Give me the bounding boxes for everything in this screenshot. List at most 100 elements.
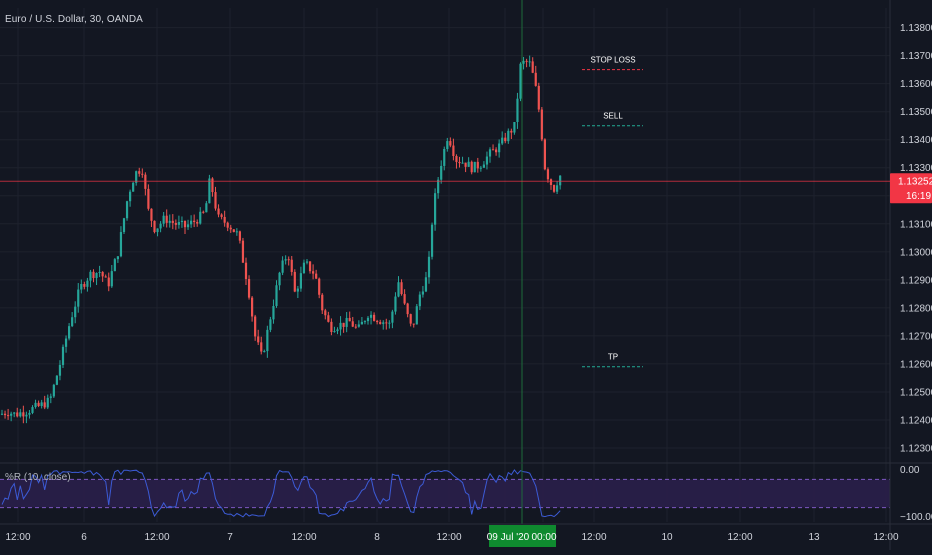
candle-body: [205, 203, 208, 213]
candle-body: [40, 402, 43, 407]
candle-body: [55, 375, 58, 385]
candle-body: [452, 145, 455, 157]
candle-body: [98, 271, 101, 273]
price-tick-label: 1.12300: [900, 443, 932, 454]
candle-body: [330, 321, 333, 332]
crosshair: 09 Jul '20 00:00: [487, 0, 557, 547]
time-tick-label: 6: [81, 532, 87, 543]
candle-body: [80, 283, 83, 290]
symbol-title[interactable]: Euro / U.S. Dollar, 30, OANDA: [5, 14, 143, 25]
candle-body: [321, 294, 324, 311]
candle-body: [415, 306, 418, 325]
candle-body: [510, 130, 513, 133]
candle-body: [513, 122, 516, 133]
candle-body: [269, 319, 272, 330]
candle-body: [427, 256, 431, 278]
candle-body: [342, 322, 345, 327]
candle-body: [199, 211, 202, 224]
price-tick-label: 1.12900: [900, 275, 932, 286]
candle-body: [296, 288, 299, 292]
candle-body: [226, 222, 229, 228]
candle-body: [16, 412, 19, 417]
candle-body: [278, 272, 281, 286]
candle-body: [369, 314, 373, 318]
candle-body: [46, 397, 49, 408]
candle-body: [299, 273, 302, 289]
price-tick-label: 1.13100: [900, 219, 932, 230]
candle-body: [235, 231, 238, 233]
candle-body: [116, 256, 119, 260]
candle-body: [168, 220, 171, 223]
crosshair-date-label: 09 Jul '20: [487, 532, 530, 543]
candle-body: [95, 272, 98, 279]
candle-body: [360, 321, 363, 325]
candle-body: [476, 161, 479, 169]
candle-body: [22, 412, 25, 417]
candle-body: [3, 413, 7, 416]
candle-body: [495, 149, 498, 153]
candle-body: [388, 322, 391, 324]
candle-body: [144, 174, 147, 189]
candle-body: [220, 214, 223, 217]
candle-body: [193, 220, 196, 223]
candle-body: [174, 222, 177, 225]
candle-body: [266, 329, 269, 352]
candle-body: [473, 161, 476, 173]
candle-body: [461, 162, 464, 164]
candle-body: [379, 322, 382, 324]
candle-body: [409, 314, 412, 324]
candle-body: [58, 364, 62, 376]
candle-body: [373, 314, 376, 321]
candle-body: [74, 306, 77, 318]
annotation-label: SELL: [603, 112, 623, 121]
candle-body: [89, 271, 92, 281]
trade-annotations[interactable]: STOP LOSS SELL TP: [582, 56, 643, 368]
candle-body: [25, 414, 28, 417]
candle-body: [125, 201, 129, 219]
candle-body: [348, 317, 351, 322]
candle-body: [232, 229, 235, 232]
wr-tick-label: −100.00: [900, 512, 932, 523]
candle-body: [153, 220, 156, 233]
candle-body: [281, 260, 284, 273]
candle-body: [302, 262, 306, 274]
candle-body: [251, 297, 254, 317]
candle-body: [308, 261, 312, 272]
annotation-label: TP: [608, 353, 618, 362]
candle-body: [391, 311, 394, 323]
candle-body: [339, 322, 342, 330]
price-tick-label: 1.13600: [900, 79, 932, 90]
candle-body: [522, 60, 525, 64]
wr-tick-label: 0.00: [900, 465, 920, 476]
candle-body: [244, 262, 248, 280]
time-tick-label: 12:00: [291, 532, 316, 543]
price-tick-label: 1.13800: [900, 23, 932, 34]
candle-body: [129, 191, 132, 202]
candle-body: [488, 149, 492, 157]
candle-body: [177, 222, 180, 225]
candle-body: [412, 323, 415, 325]
candle-body: [13, 412, 16, 414]
candle-body: [83, 283, 86, 287]
candle-body: [366, 317, 370, 322]
crosshair-time-box: [489, 525, 556, 547]
candle-body: [104, 276, 107, 278]
candle-body: [257, 336, 260, 343]
candle-body: [241, 240, 245, 263]
crosshair-time-label: 00:00: [531, 532, 556, 543]
grid: [0, 8, 890, 522]
candle-body: [217, 208, 220, 215]
candle-body: [37, 402, 40, 407]
candle-body: [507, 130, 510, 142]
candle-body: [150, 208, 153, 221]
wr-band-fill: [0, 479, 890, 508]
indicator-title[interactable]: %R (10, close): [5, 472, 71, 483]
candle-body: [138, 171, 141, 174]
candle-body: [556, 185, 559, 192]
williams-r-band: [0, 478, 890, 509]
candle-body: [418, 294, 421, 307]
candle-body: [43, 402, 46, 408]
